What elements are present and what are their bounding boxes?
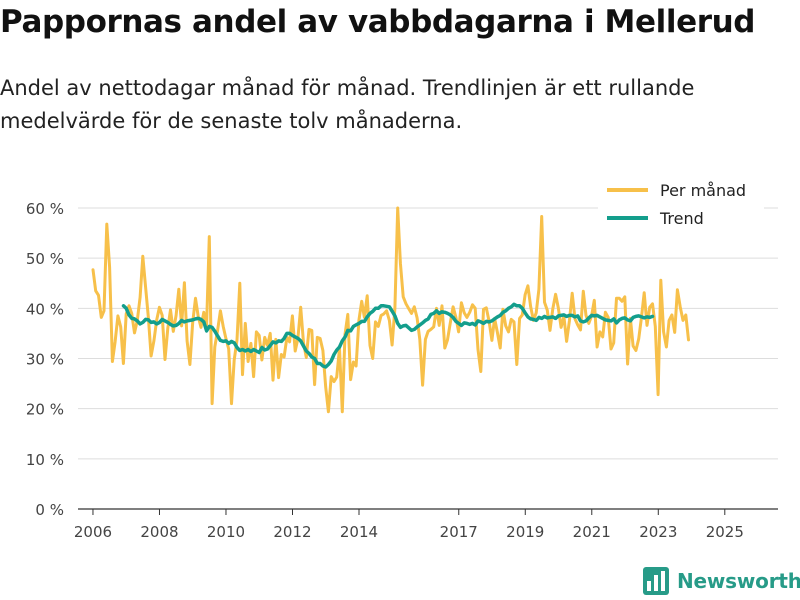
series-line-trend (121, 302, 655, 369)
x-tick-label: 2023 (639, 523, 677, 541)
bar-chart-icon (643, 567, 669, 595)
x-tick-label: 2025 (706, 523, 744, 541)
series-lines (91, 206, 690, 414)
chart-subtitle: Andel av nettodagar månad för månad. Tre… (0, 76, 695, 133)
legend-label-per-month: Per månad (660, 181, 746, 200)
y-tick-label: 60 % (26, 200, 64, 218)
x-tick-label: 2019 (506, 523, 544, 541)
line-chart: 0 % 10 % 20 % 30 % 40 % 50 % 60 % 2006 2008 2010 2… (25, 174, 778, 541)
legend-background (598, 174, 764, 234)
y-tick-label: 10 % (26, 451, 64, 469)
x-tick-label: 2008 (140, 523, 178, 541)
x-tick-label: 2021 (573, 523, 611, 541)
x-tick-label: 2014 (340, 523, 378, 541)
y-tick-label: 50 % (26, 250, 64, 268)
brand-name: Newsworthy (677, 569, 800, 593)
legend: Per månad Trend (598, 174, 764, 234)
y-tick-label: 40 % (26, 300, 64, 318)
series-line-per-month (91, 206, 690, 414)
x-tick-label: 2017 (440, 523, 478, 541)
axes: 0 % 10 % 20 % 30 % 40 % 50 % 60 % 2006 2008 2010 2… (26, 200, 744, 541)
gridlines (78, 207, 778, 510)
brand-logo: Newsworthy (643, 567, 800, 595)
x-tick-label: 2010 (207, 523, 245, 541)
x-tick-label: 2012 (273, 523, 311, 541)
legend-label-trend: Trend (659, 209, 704, 228)
y-tick-label: 30 % (26, 351, 64, 369)
chart-title: Pappornas andel av vabbdagarna i Melleru… (0, 4, 756, 40)
x-tick-label: 2006 (74, 523, 112, 541)
y-tick-label: 0 % (35, 501, 64, 519)
y-tick-label: 20 % (26, 401, 64, 419)
